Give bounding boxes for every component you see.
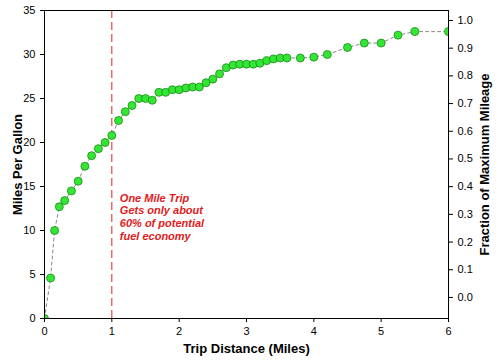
svg-text:Miles Per Gallon: Miles Per Gallon <box>10 114 25 215</box>
svg-text:25: 25 <box>23 92 35 104</box>
svg-text:0.8: 0.8 <box>458 69 473 81</box>
svg-text:3: 3 <box>243 325 249 337</box>
svg-text:0.2: 0.2 <box>458 236 473 248</box>
svg-text:One Mile TripGets only about60: One Mile TripGets only about60% of poten… <box>120 192 205 242</box>
svg-text:20: 20 <box>23 136 35 148</box>
svg-text:35: 35 <box>23 4 35 16</box>
svg-text:Trip Distance (Miles): Trip Distance (Miles) <box>183 341 309 356</box>
svg-text:5: 5 <box>29 268 35 280</box>
svg-text:2: 2 <box>176 325 182 337</box>
svg-text:0.6: 0.6 <box>458 125 473 137</box>
svg-text:10: 10 <box>23 224 35 236</box>
svg-text:0.5: 0.5 <box>458 152 473 164</box>
svg-text:6: 6 <box>445 325 451 337</box>
svg-text:0.9: 0.9 <box>458 42 473 54</box>
svg-text:0: 0 <box>29 312 35 324</box>
svg-text:1: 1 <box>109 325 115 337</box>
svg-text:0: 0 <box>41 325 47 337</box>
svg-text:0.1: 0.1 <box>458 263 473 275</box>
svg-text:0.3: 0.3 <box>458 208 473 220</box>
svg-text:5: 5 <box>378 325 384 337</box>
svg-text:0.4: 0.4 <box>458 180 473 192</box>
svg-text:1.0: 1.0 <box>458 14 473 26</box>
svg-text:30: 30 <box>23 48 35 60</box>
svg-text:Fraction of Maximum Mileage: Fraction of Maximum Mileage <box>477 73 492 255</box>
svg-text:0.0: 0.0 <box>458 291 473 303</box>
svg-text:4: 4 <box>311 325 317 337</box>
svg-text:15: 15 <box>23 180 35 192</box>
svg-text:0.7: 0.7 <box>458 97 473 109</box>
